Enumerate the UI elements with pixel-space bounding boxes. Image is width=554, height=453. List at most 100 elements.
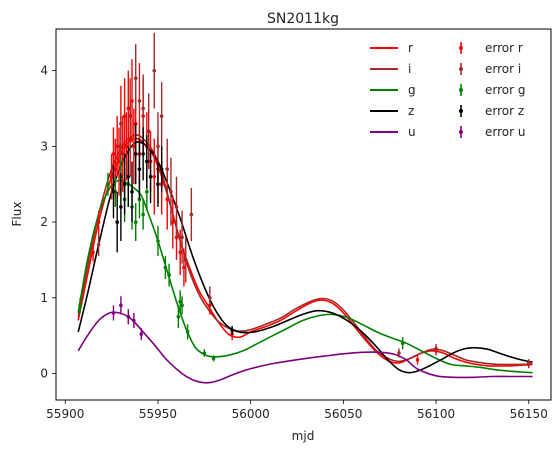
y-tick-label: 0 (40, 367, 48, 381)
legend-item-u: u (370, 125, 416, 139)
error-g-point (78, 303, 82, 308)
error-u-point (126, 314, 131, 319)
error-r-point (115, 144, 119, 149)
error-r-point (132, 144, 136, 149)
x-tick-label: 56050 (324, 407, 362, 421)
error-u-point (139, 332, 144, 336)
error-r-point (124, 144, 129, 149)
error-i-series (96, 32, 531, 367)
error-z-point (126, 174, 131, 179)
error-r-point (109, 174, 114, 179)
error-z-point (115, 220, 119, 224)
error-r-point (111, 152, 116, 156)
error-i-point (152, 68, 157, 73)
legend-marker (459, 109, 463, 113)
error-i-point (174, 205, 179, 209)
error-z-point (141, 152, 145, 156)
error-r-point (96, 220, 101, 224)
error-i-point (96, 242, 101, 247)
errorbars-layer (78, 32, 531, 369)
legend-label: error r (485, 41, 523, 55)
error-i-point (183, 258, 188, 262)
x-tick-label: 55900 (46, 407, 84, 421)
y-tick-label: 2 (40, 215, 48, 229)
curve-i (77, 134, 533, 366)
error-i-point (169, 189, 173, 194)
y-axis-label: Flux (10, 202, 24, 227)
error-g-point (141, 212, 145, 217)
legend-label: error g (485, 83, 525, 97)
plot-frame (55, 28, 552, 401)
error-i-point (159, 114, 164, 118)
error-g-point (202, 351, 207, 355)
error-i-point (397, 351, 401, 355)
chart-title: SN2011kg (267, 11, 339, 27)
legend-label: error u (485, 125, 525, 139)
error-z-point (156, 182, 160, 187)
legend-item-i: i (370, 62, 411, 76)
error-u-point (119, 303, 123, 308)
x-tick-label: 56100 (417, 407, 455, 421)
error-g-point (211, 356, 216, 361)
legend-marker (459, 67, 463, 71)
legend-label: u (408, 125, 416, 139)
y-tick-label: 4 (40, 64, 48, 78)
error-i-point (526, 361, 531, 365)
legend-label: r (408, 41, 413, 55)
error-z-point (133, 152, 138, 156)
error-r-point (152, 174, 157, 179)
curve-g (77, 179, 533, 374)
error-u-series (111, 296, 144, 341)
legend-item-error-r: error r (459, 41, 523, 55)
error-z-point (119, 205, 123, 209)
error-g-point (185, 330, 190, 334)
error-r-point (415, 358, 420, 362)
legend-label: z (408, 104, 414, 118)
error-z-point (111, 189, 116, 194)
error-r-point (133, 121, 138, 126)
legend-item-error-g: error g (459, 83, 525, 97)
error-i-point (137, 99, 142, 103)
error-i-point (128, 114, 132, 118)
y-axis-ticks: 0 1 2 3 4 (40, 64, 56, 381)
error-g-point (106, 182, 110, 187)
legend-marker (459, 46, 463, 50)
error-z-point (145, 159, 149, 164)
error-r-point (113, 167, 118, 171)
error-z-series (111, 123, 234, 335)
error-z-point (137, 167, 142, 171)
error-r-point (122, 114, 127, 118)
error-u-point (111, 311, 116, 315)
error-i-point (156, 144, 160, 149)
error-i-point (119, 144, 123, 149)
error-i-point (208, 295, 212, 300)
error-u-point (132, 318, 136, 323)
error-i-point (165, 167, 170, 171)
error-g-point (133, 220, 138, 224)
error-r-point (130, 99, 134, 103)
x-axis-ticks: 55900 55950 56000 56050 56100 56150 (46, 400, 548, 421)
error-g-point (145, 189, 149, 194)
error-r-point (126, 106, 131, 111)
legend-marker (459, 88, 463, 92)
error-g-point (180, 303, 184, 308)
legend-label: g (408, 83, 416, 97)
legend-label: error i (485, 62, 521, 76)
error-i-point (141, 106, 145, 111)
error-r-point (120, 152, 125, 156)
x-tick-label: 56000 (232, 407, 270, 421)
legend-item-z: z (370, 104, 414, 118)
error-i-point (189, 212, 194, 217)
plot-area (55, 28, 552, 401)
error-z-point (230, 328, 234, 333)
error-g-point (163, 265, 168, 270)
error-g-point (176, 314, 181, 319)
error-i-point (180, 235, 184, 240)
error-g-point (178, 299, 183, 304)
legend-label: error z (485, 104, 524, 118)
x-tick-label: 55950 (139, 407, 177, 421)
y-tick-label: 1 (40, 291, 48, 305)
error-r-point (117, 159, 121, 164)
